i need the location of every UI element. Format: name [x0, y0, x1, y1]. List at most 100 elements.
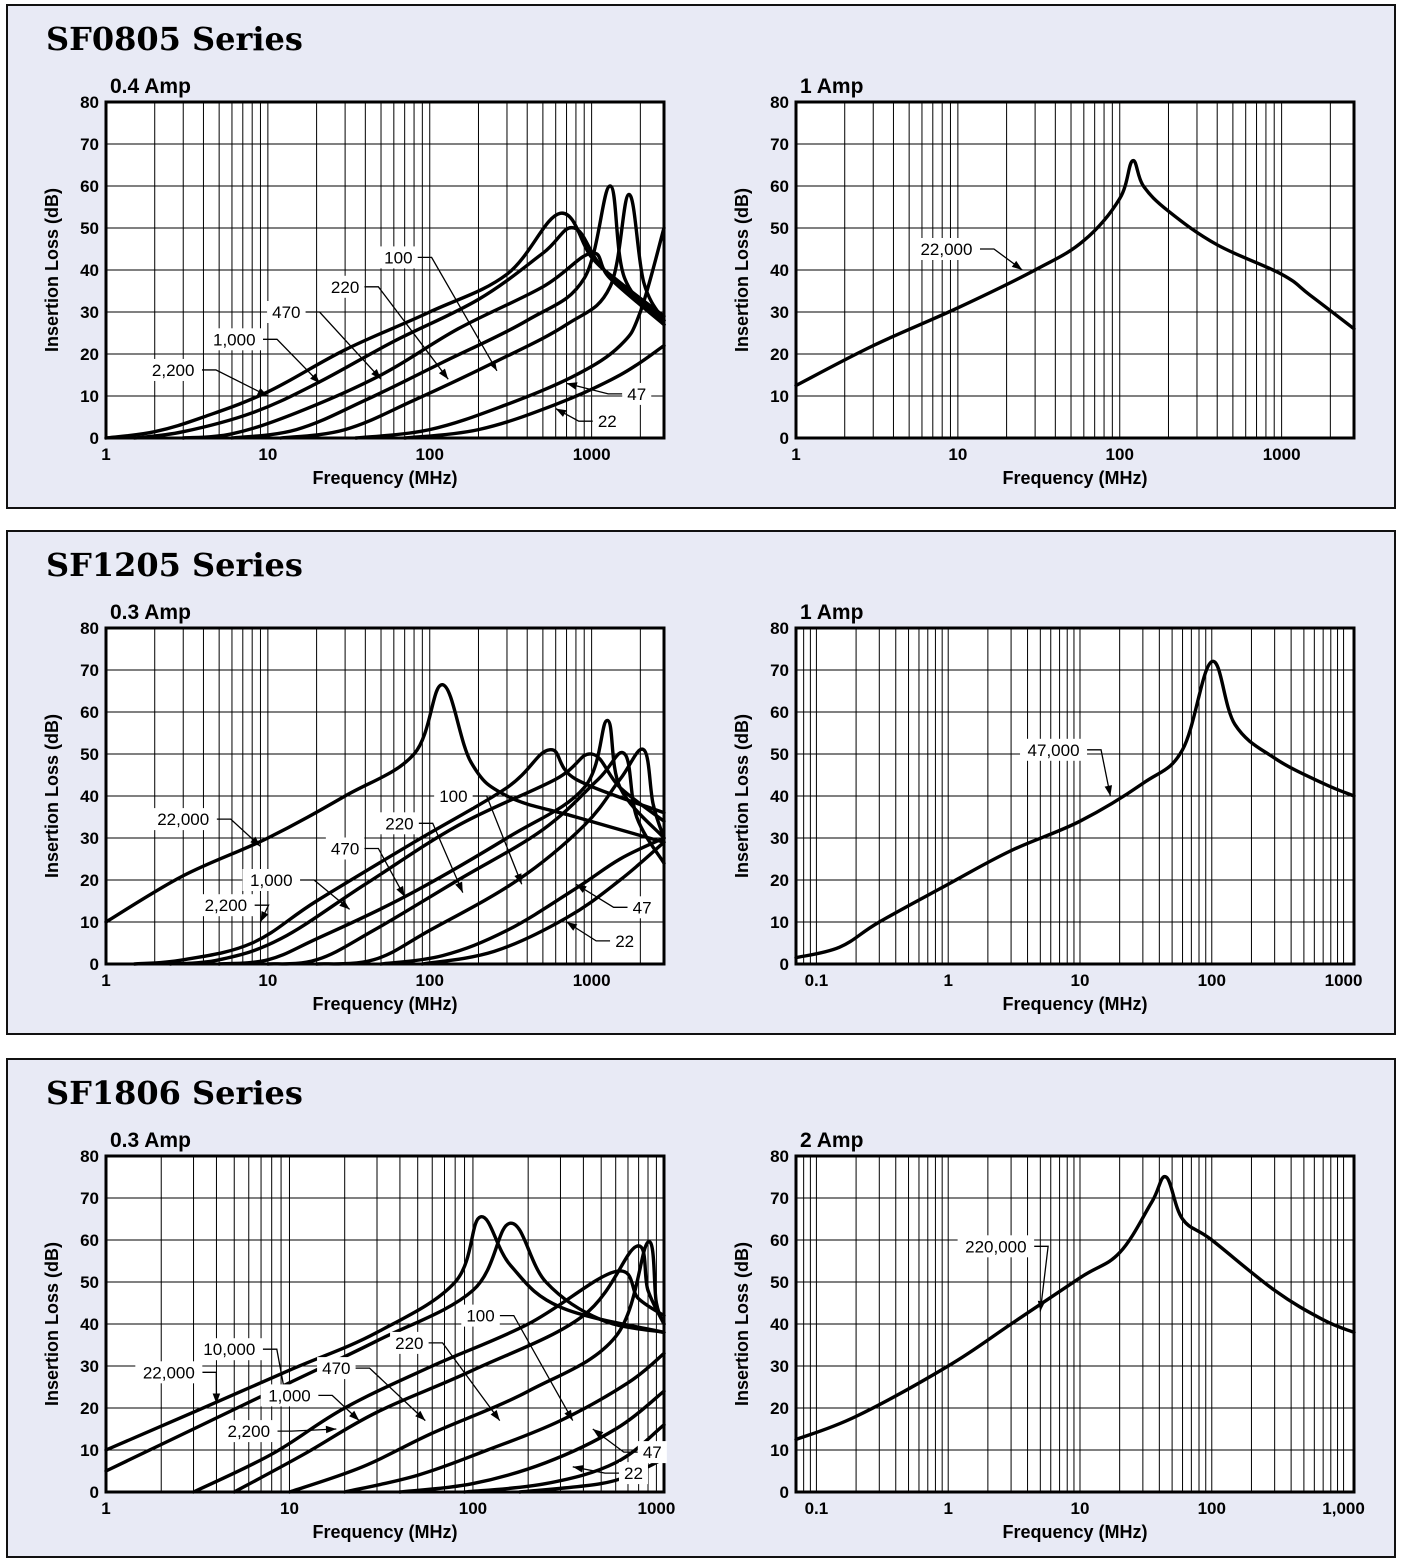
y-tick-label: 20	[770, 871, 789, 890]
y-tick-label: 30	[770, 303, 789, 322]
series-title: SF0805 Series	[46, 20, 303, 58]
y-tick-label: 80	[80, 1147, 99, 1166]
series-label: 220	[395, 1334, 423, 1353]
x-axis-label: Frequency (MHz)	[1002, 1522, 1147, 1542]
x-tick-label: 1	[101, 445, 110, 464]
y-axis-label: Insertion Loss (dB)	[42, 188, 62, 352]
grid	[796, 1156, 1354, 1492]
series-label: 22,000	[920, 240, 972, 259]
series-line-10000	[104, 1221, 666, 1473]
callout-leader	[1034, 1245, 1049, 1312]
series-label: 22,000	[157, 810, 209, 829]
series-line-100	[279, 192, 666, 440]
callout-arrow	[566, 922, 578, 931]
callout-leader	[277, 1428, 337, 1432]
grid	[796, 102, 1354, 438]
callout-arrow	[396, 885, 405, 897]
x-tick-label: 1	[101, 1499, 110, 1518]
y-tick-label: 80	[770, 1147, 789, 1166]
y-tick-label: 50	[770, 219, 789, 238]
callout-arrow	[1037, 1300, 1046, 1312]
y-tick-label: 0	[780, 429, 789, 448]
series-label: 100	[384, 248, 412, 267]
y-tick-label: 0	[780, 955, 789, 974]
callout-arrow	[575, 884, 587, 893]
callout-leader	[202, 1371, 218, 1404]
series-line-47000	[794, 659, 1356, 960]
callout-leader	[263, 338, 321, 384]
series-group	[104, 683, 666, 966]
series-group	[794, 659, 1356, 960]
series-label: 22	[598, 412, 617, 431]
x-tick-label: 1000	[1325, 971, 1363, 990]
callout-bg	[242, 869, 301, 891]
x-tick-label: 0.1	[805, 971, 829, 990]
y-tick-label: 60	[770, 1231, 789, 1250]
callout-bg	[220, 1420, 278, 1443]
y-tick-label: 30	[80, 829, 99, 848]
plot-frame	[794, 1154, 1356, 1494]
y-tick-label: 70	[80, 135, 99, 154]
grid	[796, 628, 1354, 964]
series-label: 220,000	[965, 1237, 1026, 1256]
chart-subtitle: 1 Amp	[800, 75, 863, 98]
series-label: 1,000	[250, 871, 293, 890]
y-tick-label: 60	[80, 177, 99, 196]
plot-frame	[794, 626, 1356, 966]
callout-bg	[205, 328, 264, 351]
series-label: 47	[627, 385, 646, 404]
y-tick-label: 80	[80, 93, 99, 112]
callout-bg	[637, 1441, 667, 1464]
callout-bg	[325, 275, 365, 298]
series-line-2200	[191, 1269, 666, 1494]
callout-bg	[618, 1462, 648, 1485]
x-tick-label: 100	[416, 971, 444, 990]
series-label: 10,000	[203, 1340, 255, 1359]
plot-frame	[104, 100, 666, 440]
y-axis-label: Insertion Loss (dB)	[42, 714, 62, 878]
y-tick-label: 10	[80, 913, 99, 932]
series-group	[104, 184, 666, 440]
y-tick-label: 40	[770, 1315, 789, 1334]
series-label: 100	[466, 1307, 494, 1326]
chart-sf1806-2amp: 220,000 2 Amp 0 10 20 30 40 50 60 70 80 0.1 1 10 100 1,…	[732, 1129, 1365, 1542]
callout-arrow	[260, 911, 269, 922]
callout-leader	[566, 921, 611, 942]
series-line-220	[266, 750, 666, 966]
y-tick-label: 20	[80, 345, 99, 364]
callout-arrow	[488, 359, 497, 371]
callout-leader	[428, 1342, 501, 1421]
callout-arrow	[514, 873, 522, 885]
panel-sf1205: SF1205 Series 22,000 2,200 1,000 470 220 100 4…	[6, 530, 1396, 1035]
x-tick-label: 100	[1106, 445, 1134, 464]
callout-bg	[149, 808, 217, 831]
callout-leader	[572, 1466, 619, 1474]
x-tick-label: 100	[459, 1499, 487, 1518]
y-tick-label: 70	[80, 1189, 99, 1208]
x-axis-label: Frequency (MHz)	[1002, 994, 1147, 1014]
callout-leader	[1087, 749, 1111, 797]
y-tick-label: 20	[80, 871, 99, 890]
y-tick-label: 10	[80, 387, 99, 406]
callout-bg	[1020, 738, 1088, 761]
x-tick-label: 1	[943, 971, 952, 990]
callout-leader	[592, 1428, 638, 1453]
series-line-22000	[104, 1215, 666, 1452]
series-label: 22	[615, 932, 634, 951]
chart-sf1205-1amp: 47,000 1 Amp 0 10 20 30 40 50 60 70 80 0.1 1 10 100 100…	[732, 601, 1363, 1014]
callout-leader	[364, 847, 406, 898]
y-tick-label: 70	[770, 661, 789, 680]
y-tick-label: 30	[770, 1357, 789, 1376]
plot-frame	[104, 1154, 666, 1494]
series-line-1000	[168, 752, 666, 966]
series-line-22000	[104, 683, 666, 924]
y-tick-label: 50	[770, 1273, 789, 1292]
series-line-220000	[794, 1174, 1356, 1442]
series-line-2200	[132, 748, 666, 966]
y-tick-label: 0	[90, 955, 99, 974]
callout-arrow	[1011, 260, 1023, 270]
x-tick-label: 100	[1198, 971, 1226, 990]
callout-leader	[305, 311, 382, 380]
series-label: 470	[322, 1359, 350, 1378]
